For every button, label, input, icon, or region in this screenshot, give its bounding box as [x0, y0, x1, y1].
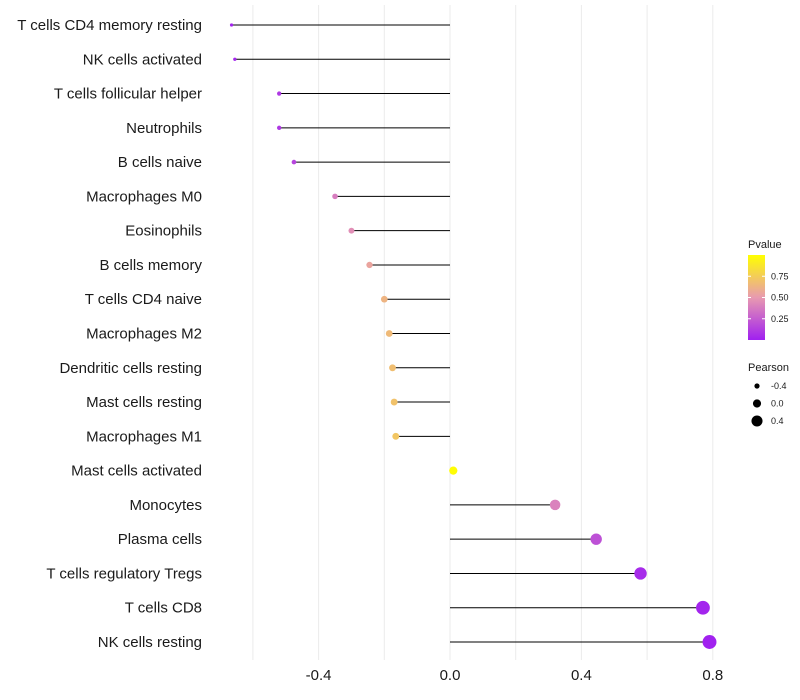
lollipop-point — [229, 23, 234, 27]
point-layer — [229, 23, 717, 649]
lollipop-point — [366, 261, 373, 269]
pvalue-tick-label: 0.75 — [771, 271, 789, 281]
lollipop-point — [590, 533, 602, 545]
category-label: B cells memory — [99, 257, 202, 274]
category-label: Monocytes — [129, 497, 202, 514]
category-label: Macrophages M2 — [86, 326, 202, 343]
x-tick-label: 0.4 — [571, 667, 592, 684]
category-label: Neutrophils — [126, 120, 202, 137]
category-label: Dendritic cells resting — [59, 360, 202, 377]
lollipop-point — [277, 125, 282, 130]
category-label: Mast cells activated — [71, 463, 202, 480]
stem-layer — [231, 24, 710, 643]
pvalue-tick-label: 0.25 — [771, 314, 789, 324]
pearson-legend-dot — [754, 383, 760, 389]
pearson-legend-title: Pearson — [748, 362, 789, 374]
pearson-legend-label: 0.4 — [771, 416, 784, 426]
lollipop-point — [392, 432, 400, 440]
category-label: Plasma cells — [118, 531, 202, 548]
lollipop-point — [702, 635, 717, 649]
pvalue-legend-ticks: 0.25 0.50 0.75 — [748, 271, 789, 324]
legends: Pvalue 0.25 0.50 0.75 Pearson -0.4 0.0 0.4 — [748, 239, 789, 427]
pearson-legend-label: -0.4 — [771, 381, 787, 391]
x-axis-tick-labels: -0.4 0.0 0.4 0.8 — [306, 667, 724, 684]
category-label: Macrophages M1 — [86, 428, 202, 445]
pvalue-tick-label: 0.50 — [771, 293, 789, 303]
lollipop-point — [380, 295, 388, 303]
lollipop-point — [277, 91, 282, 96]
lollipop-point — [385, 330, 393, 337]
lollipop-point — [549, 499, 561, 511]
category-label: B cells naive — [118, 154, 202, 171]
lollipop-point — [449, 466, 458, 475]
pearson-legend-label: 0.0 — [771, 399, 784, 409]
x-tick-label: 0.0 — [440, 667, 461, 684]
category-label: T cells CD4 naive — [85, 291, 202, 308]
lollipop-point — [348, 227, 355, 234]
pearson-legend-dot — [752, 399, 762, 408]
lollipop-point — [634, 567, 647, 580]
pearson-legend-items: -0.4 0.0 0.4 — [751, 381, 787, 427]
lollipop-point — [696, 600, 710, 615]
category-label: Eosinophils — [125, 223, 202, 240]
category-label: T cells CD4 memory resting — [17, 17, 202, 34]
x-tick-label: 0.8 — [702, 667, 723, 684]
category-label: NK cells resting — [98, 634, 202, 651]
pvalue-legend-title: Pvalue — [748, 239, 782, 251]
lollipop-point — [389, 364, 396, 372]
x-tick-label: -0.4 — [306, 667, 332, 684]
category-label: T cells CD8 — [125, 600, 202, 617]
lollipop-point — [390, 398, 398, 406]
category-labels: T cells CD4 memory resting NK cells activ… — [17, 17, 202, 651]
lollipop-point — [233, 57, 237, 61]
category-label: T cells follicular helper — [54, 86, 202, 103]
grid-layer — [252, 5, 714, 660]
lollipop-point — [291, 159, 297, 165]
category-label: Mast cells resting — [86, 394, 202, 411]
pvalue-colorbar — [748, 255, 765, 340]
lollipop-point — [332, 193, 338, 200]
category-label: NK cells activated — [83, 51, 202, 68]
category-label: Macrophages M0 — [86, 188, 202, 205]
category-label: T cells regulatory Tregs — [46, 565, 202, 582]
pearson-legend-dot — [751, 415, 763, 427]
